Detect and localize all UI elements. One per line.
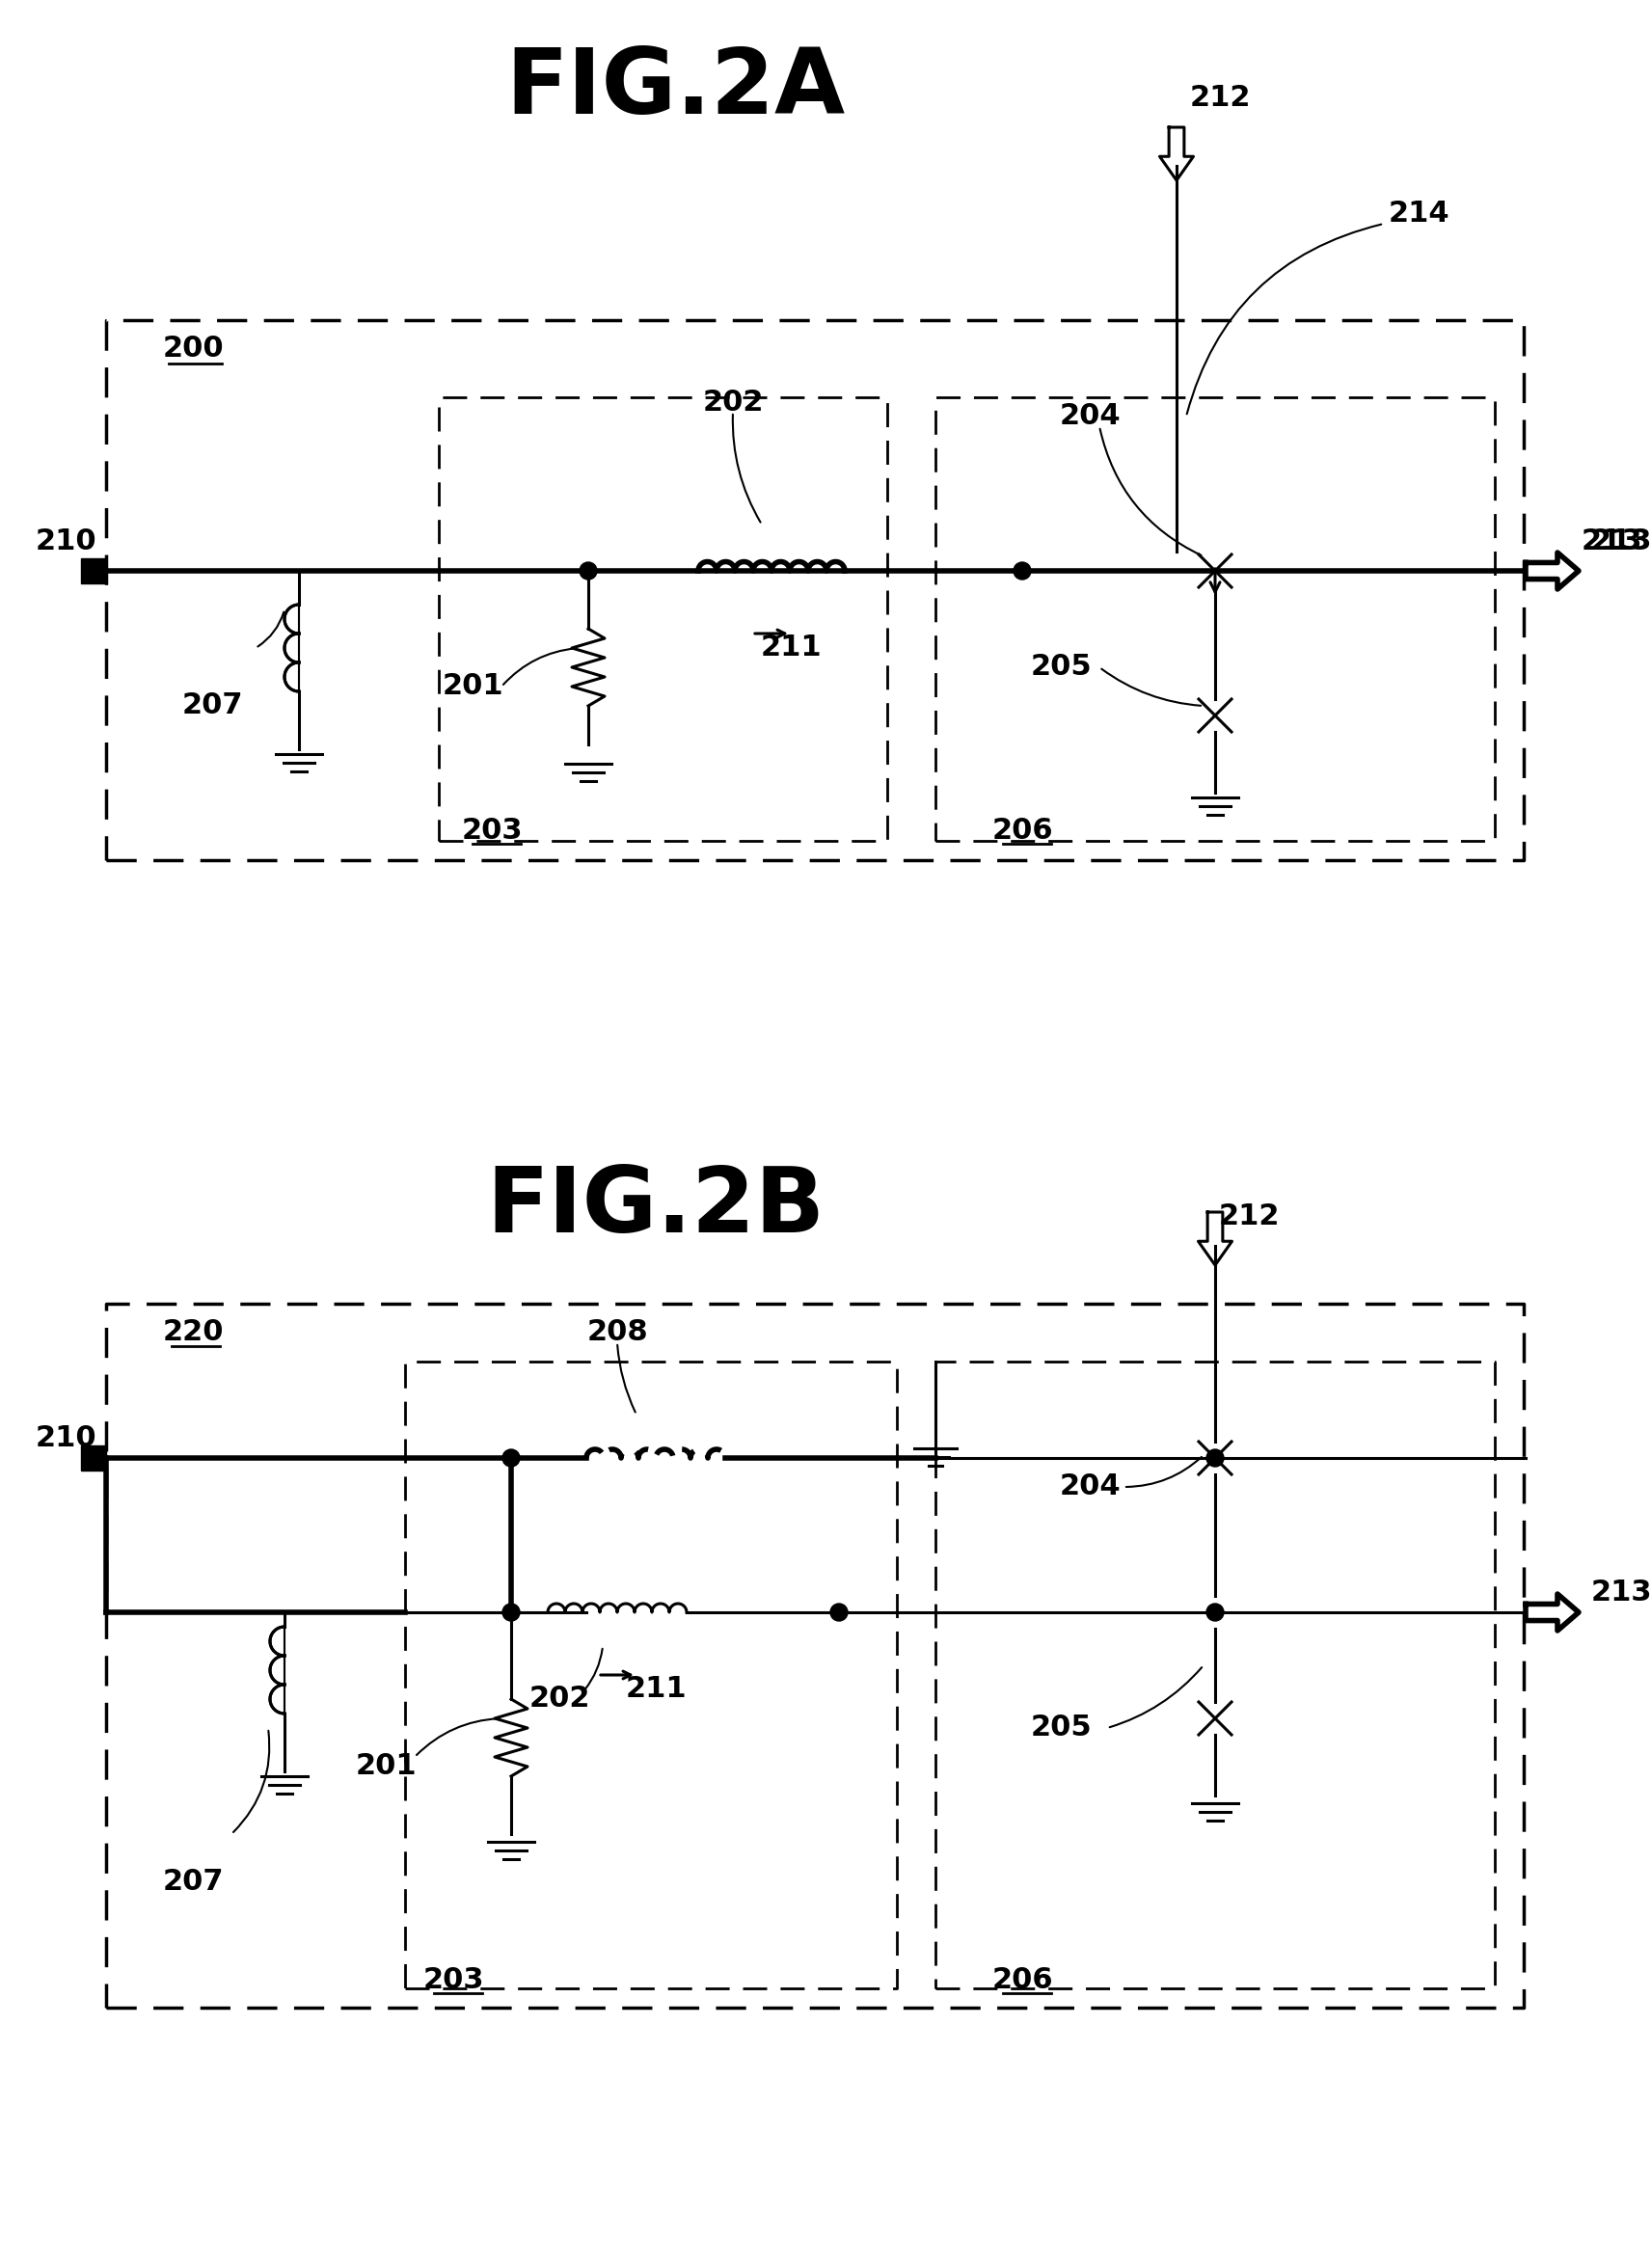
Text: 213: 213 <box>1592 1579 1651 1608</box>
Text: FIG.2B: FIG.2B <box>487 1163 826 1252</box>
Text: 204: 204 <box>1058 404 1121 431</box>
Text: 205: 205 <box>1030 653 1091 680</box>
Text: FIG.2A: FIG.2A <box>505 45 845 134</box>
Text: 206: 206 <box>992 816 1053 846</box>
Text: 203: 203 <box>461 816 522 846</box>
Circle shape <box>502 1449 520 1467</box>
Text: 211: 211 <box>626 1676 687 1703</box>
Circle shape <box>502 1603 520 1622</box>
Text: 208: 208 <box>586 1318 647 1347</box>
Circle shape <box>1207 1603 1223 1622</box>
Text: 204: 204 <box>1058 1472 1121 1501</box>
Text: 205: 205 <box>1030 1715 1091 1742</box>
Text: 210: 210 <box>35 1424 96 1454</box>
Circle shape <box>1207 1449 1223 1467</box>
Text: 210: 210 <box>35 528 96 556</box>
Text: 212: 212 <box>1218 1202 1280 1232</box>
Text: 207: 207 <box>162 1869 223 1896</box>
Text: 220: 220 <box>162 1318 223 1347</box>
Circle shape <box>1014 562 1030 581</box>
Text: 212: 212 <box>1189 84 1250 113</box>
Circle shape <box>830 1603 847 1622</box>
Bar <box>81 1445 106 1470</box>
Text: 211: 211 <box>759 635 822 662</box>
Text: 202: 202 <box>528 1685 589 1712</box>
Text: 201: 201 <box>442 674 504 701</box>
Text: 213: 213 <box>1592 528 1651 556</box>
Text: 200: 200 <box>162 336 223 363</box>
Text: 202: 202 <box>702 388 763 415</box>
Circle shape <box>580 562 598 581</box>
Text: 201: 201 <box>355 1753 416 1780</box>
Text: 214: 214 <box>1388 200 1450 229</box>
Text: 203: 203 <box>423 1966 484 1994</box>
Bar <box>81 558 106 583</box>
Text: 213: 213 <box>1582 528 1643 556</box>
Text: 207: 207 <box>182 692 243 719</box>
Text: 206: 206 <box>992 1966 1053 1994</box>
